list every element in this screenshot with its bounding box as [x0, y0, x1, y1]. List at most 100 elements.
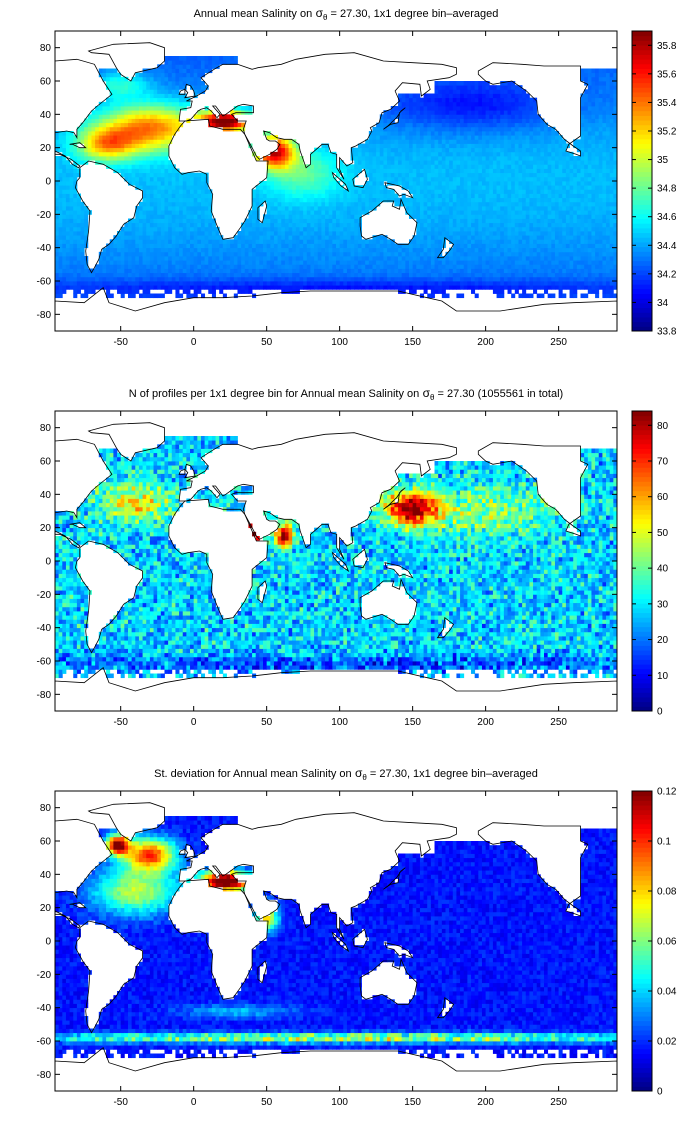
heatmap-cell [306, 164, 311, 169]
heatmap-cell [518, 193, 523, 199]
heatmap-cell [84, 218, 89, 224]
heatmap-cell [365, 185, 370, 190]
heatmap-cell [266, 272, 271, 278]
heatmap-cell [149, 131, 154, 136]
heatmap-cell [478, 268, 483, 274]
heatmap-cell [252, 226, 257, 232]
heatmap-cell [263, 285, 268, 290]
heatmap-cell [284, 151, 289, 157]
heatmap-cell [65, 285, 70, 290]
heatmap-cell [248, 247, 253, 253]
heatmap-cell [255, 285, 260, 290]
heatmap-cell [149, 239, 154, 244]
heatmap-cell [376, 181, 381, 186]
heatmap-cell [76, 243, 81, 249]
heatmap-cell [106, 135, 111, 140]
heatmap-cell [102, 276, 107, 282]
heatmap-cell [120, 135, 125, 140]
heatmap-cell [368, 156, 373, 161]
heatmap-cell [197, 185, 202, 190]
heatmap-cell [522, 131, 527, 136]
heatmap-cell [423, 122, 428, 128]
heatmap-cell [233, 247, 238, 253]
heatmap-cell [270, 168, 275, 174]
heatmap-cell [186, 64, 191, 69]
heatmap-cell [441, 118, 446, 124]
heatmap-cell [80, 151, 85, 157]
heatmap-cell [441, 176, 446, 182]
heatmap-cell [157, 110, 162, 115]
heatmap-cell [336, 197, 341, 203]
heatmap-cell [113, 281, 118, 286]
heatmap-cell [303, 231, 308, 236]
heatmap-cell [106, 164, 111, 169]
heatmap-cell [62, 156, 67, 161]
heatmap-cell [354, 226, 359, 232]
heatmap-cell [168, 214, 173, 219]
heatmap-cell [138, 160, 143, 165]
heatmap-cell [390, 151, 395, 157]
heatmap-cell [438, 81, 443, 86]
heatmap-cell [445, 206, 450, 211]
heatmap-cell [175, 72, 180, 78]
heatmap-cell [485, 226, 490, 232]
heatmap-cell [76, 214, 81, 219]
heatmap-cell [266, 156, 271, 161]
heatmap-cell [460, 181, 465, 186]
heatmap-cell [398, 106, 403, 111]
heatmap-cell [164, 272, 169, 278]
heatmap-cell [157, 97, 162, 103]
heatmap-cell [292, 231, 297, 236]
heatmap-cell [361, 164, 366, 169]
heatmap-cell [197, 251, 202, 257]
heatmap-cell [175, 247, 180, 253]
heatmap-cell [328, 285, 333, 290]
heatmap-cell [529, 293, 534, 299]
heatmap-cell [113, 143, 118, 149]
heatmap-cell [149, 222, 154, 228]
heatmap-cell [69, 156, 74, 161]
heatmap-cell [62, 289, 67, 294]
heatmap-cell [492, 139, 497, 144]
heatmap-cell [197, 281, 202, 286]
heatmap-cell [168, 272, 173, 278]
heatmap-cell [193, 72, 198, 78]
heatmap-cell [365, 139, 370, 144]
heatmap-cell [76, 222, 81, 228]
heatmap-cell [511, 101, 516, 107]
heatmap-cell [357, 156, 362, 161]
heatmap-cell [405, 131, 410, 136]
heatmap-cell [124, 106, 129, 111]
heatmap-cell [197, 68, 202, 74]
heatmap-cell [383, 151, 388, 157]
heatmap-cell [146, 293, 151, 299]
heatmap-cell [325, 160, 330, 165]
heatmap-cell [142, 218, 147, 224]
heatmap-cell [113, 76, 118, 82]
heatmap-cell [474, 276, 479, 282]
heatmap-cell [95, 126, 100, 132]
heatmap-cell [204, 201, 209, 207]
heatmap-cell [84, 272, 89, 278]
heatmap-cell [449, 272, 454, 278]
heatmap-cell [408, 264, 414, 269]
heatmap-cell [124, 172, 129, 178]
heatmap-cell [368, 172, 373, 178]
heatmap-cell [383, 168, 388, 174]
heatmap-cell [135, 260, 140, 265]
heatmap-cell [135, 268, 140, 274]
heatmap-cell [200, 206, 206, 211]
heatmap-cell [350, 285, 355, 290]
heatmap-cell [321, 168, 326, 174]
heatmap-cell [303, 201, 308, 207]
heatmap-cell [343, 168, 348, 174]
heatmap-cell [211, 60, 216, 65]
heatmap-cell [346, 285, 351, 290]
heatmap-cell [438, 185, 443, 190]
heatmap-cell [427, 93, 432, 99]
heatmap-cell [193, 189, 198, 194]
heatmap-cell [525, 218, 530, 224]
heatmap-cell [164, 210, 169, 215]
heatmap-cell [507, 139, 512, 144]
heatmap-cell [98, 139, 103, 144]
